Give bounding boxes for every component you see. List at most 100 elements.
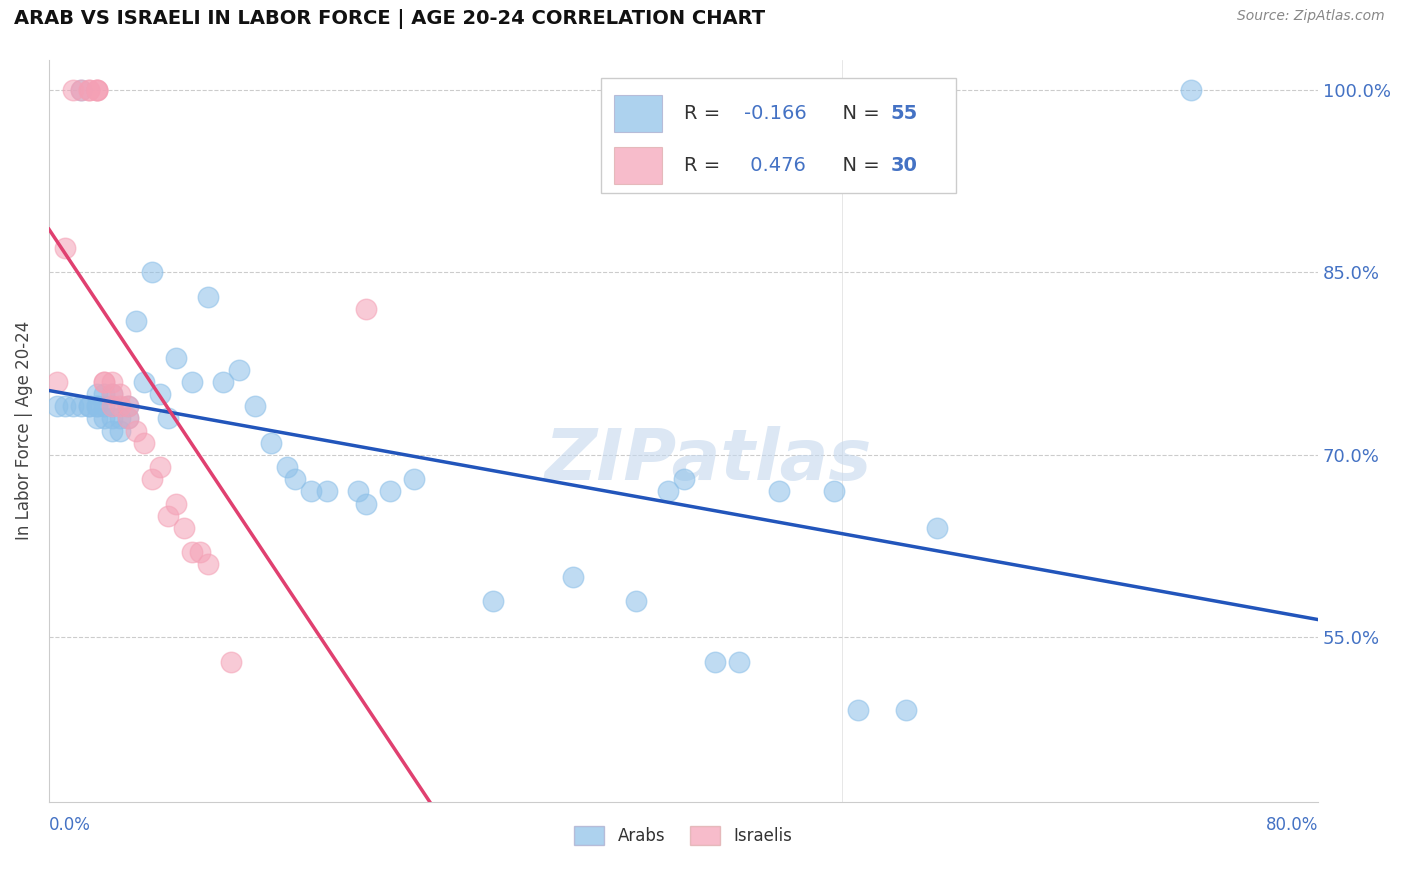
Point bbox=[86, 411, 108, 425]
Point bbox=[197, 558, 219, 572]
Point bbox=[53, 241, 76, 255]
Point bbox=[69, 83, 91, 97]
Point bbox=[101, 375, 124, 389]
Point bbox=[86, 83, 108, 97]
Point bbox=[276, 460, 298, 475]
Point bbox=[728, 655, 751, 669]
Point bbox=[482, 594, 505, 608]
Point bbox=[156, 411, 179, 425]
FancyBboxPatch shape bbox=[614, 147, 662, 185]
Point bbox=[180, 545, 202, 559]
Text: 0.0%: 0.0% bbox=[49, 816, 91, 834]
Point bbox=[101, 399, 124, 413]
Point bbox=[101, 411, 124, 425]
Point bbox=[197, 290, 219, 304]
Text: ZIPatlas: ZIPatlas bbox=[546, 425, 873, 495]
Point bbox=[299, 484, 322, 499]
Point bbox=[156, 508, 179, 523]
Point bbox=[221, 655, 243, 669]
Point bbox=[315, 484, 337, 499]
Point bbox=[110, 424, 132, 438]
Point bbox=[86, 387, 108, 401]
Point bbox=[110, 411, 132, 425]
Point bbox=[134, 435, 156, 450]
Point bbox=[165, 351, 187, 365]
Text: N =: N = bbox=[830, 104, 886, 123]
Point bbox=[125, 424, 148, 438]
Point bbox=[93, 387, 115, 401]
Point bbox=[165, 497, 187, 511]
Text: 30: 30 bbox=[890, 156, 917, 175]
Point bbox=[101, 399, 124, 413]
Point bbox=[101, 424, 124, 438]
Text: N =: N = bbox=[830, 156, 886, 175]
Point bbox=[93, 375, 115, 389]
Text: R =: R = bbox=[683, 156, 725, 175]
Point bbox=[657, 484, 679, 499]
Point bbox=[356, 301, 378, 316]
Point bbox=[672, 472, 695, 486]
Point bbox=[180, 375, 202, 389]
Point bbox=[45, 375, 67, 389]
Point bbox=[69, 399, 91, 413]
FancyBboxPatch shape bbox=[614, 95, 662, 132]
Point bbox=[768, 484, 790, 499]
Point bbox=[45, 399, 67, 413]
Text: 80.0%: 80.0% bbox=[1265, 816, 1319, 834]
Point bbox=[117, 411, 139, 425]
Point bbox=[823, 484, 845, 499]
Point bbox=[62, 399, 84, 413]
Point bbox=[141, 472, 163, 486]
Point bbox=[188, 545, 211, 559]
Point bbox=[927, 521, 949, 535]
Text: 55: 55 bbox=[890, 104, 918, 123]
Point bbox=[93, 399, 115, 413]
Y-axis label: In Labor Force | Age 20-24: In Labor Force | Age 20-24 bbox=[15, 321, 32, 541]
Legend: Arabs, Israelis: Arabs, Israelis bbox=[575, 826, 793, 846]
FancyBboxPatch shape bbox=[600, 78, 956, 194]
Point bbox=[624, 594, 647, 608]
Point bbox=[86, 399, 108, 413]
Point bbox=[245, 399, 267, 413]
Point bbox=[117, 411, 139, 425]
Point bbox=[86, 83, 108, 97]
Point bbox=[110, 399, 132, 413]
Point bbox=[141, 265, 163, 279]
Text: -0.166: -0.166 bbox=[744, 104, 807, 123]
Text: R =: R = bbox=[683, 104, 725, 123]
Point bbox=[53, 399, 76, 413]
Point bbox=[110, 387, 132, 401]
Point bbox=[69, 83, 91, 97]
Point bbox=[77, 83, 100, 97]
Point bbox=[894, 703, 917, 717]
Point bbox=[117, 399, 139, 413]
Point bbox=[402, 472, 425, 486]
Point bbox=[846, 703, 869, 717]
Point bbox=[704, 655, 727, 669]
Point bbox=[86, 83, 108, 97]
Point bbox=[228, 363, 250, 377]
Point bbox=[284, 472, 307, 486]
Point bbox=[77, 83, 100, 97]
Point bbox=[62, 83, 84, 97]
Text: 0.476: 0.476 bbox=[744, 156, 807, 175]
Point bbox=[378, 484, 401, 499]
Text: ARAB VS ISRAELI IN LABOR FORCE | AGE 20-24 CORRELATION CHART: ARAB VS ISRAELI IN LABOR FORCE | AGE 20-… bbox=[14, 9, 765, 29]
Point bbox=[101, 387, 124, 401]
Point bbox=[134, 375, 156, 389]
Point bbox=[149, 387, 172, 401]
Point bbox=[561, 569, 583, 583]
Point bbox=[173, 521, 195, 535]
Point bbox=[101, 387, 124, 401]
Point bbox=[77, 399, 100, 413]
Point bbox=[260, 435, 283, 450]
Point bbox=[77, 399, 100, 413]
Point bbox=[93, 375, 115, 389]
Point bbox=[86, 399, 108, 413]
Point bbox=[356, 497, 378, 511]
Point bbox=[212, 375, 235, 389]
Text: Source: ZipAtlas.com: Source: ZipAtlas.com bbox=[1237, 9, 1385, 23]
Point bbox=[93, 411, 115, 425]
Point bbox=[347, 484, 370, 499]
Point bbox=[149, 460, 172, 475]
